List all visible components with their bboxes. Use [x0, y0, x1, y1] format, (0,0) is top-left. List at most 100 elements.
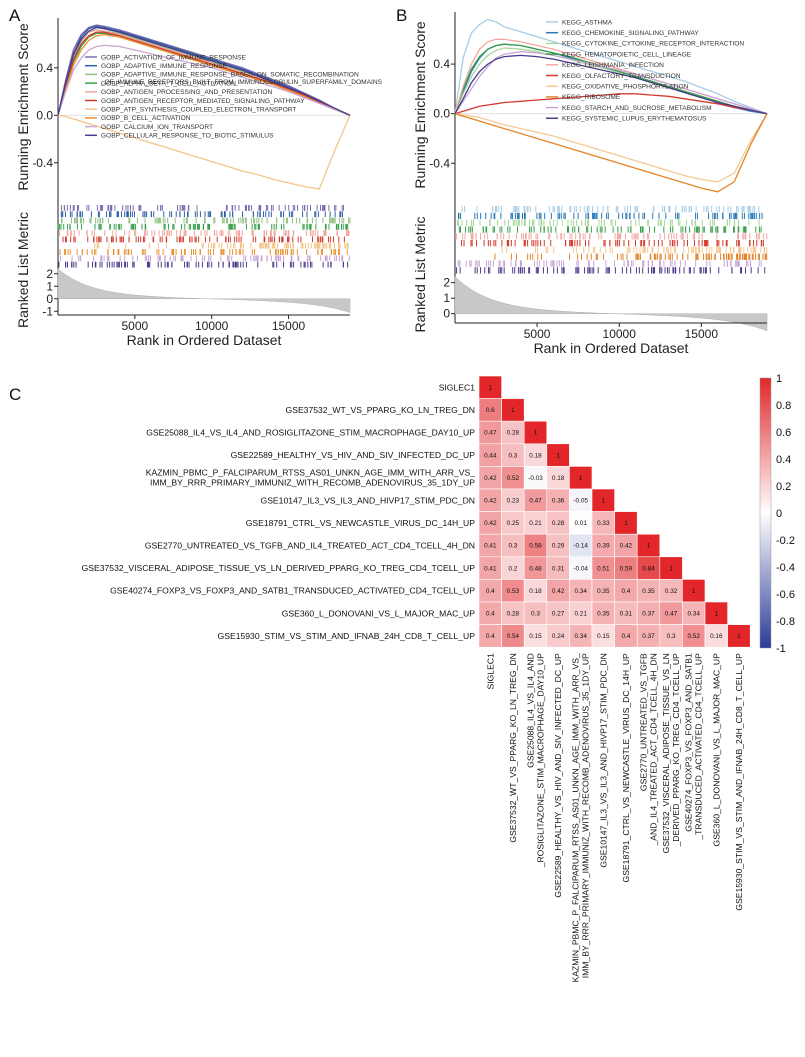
- series-line: [454, 113, 768, 193]
- row-label-line: IMM_BY_RRR_PRIMARY_IMMUNIZ_WITH_RECOMB_A…: [150, 478, 475, 488]
- legend-label: KEGG_CHEMOKINE_SIGNALING_PATHWAY: [562, 30, 699, 37]
- cell-value-label: 0.16: [710, 633, 723, 640]
- hit-rug-row: [501, 246, 768, 254]
- cell-value-label: 0.01: [574, 520, 587, 527]
- x-tick-label: 5000: [524, 327, 551, 341]
- hit-rug-row: [455, 233, 768, 240]
- column-label-line: _DERIVED_PPARG_KO_TREG_CD4_TCELL_UP: [671, 653, 681, 848]
- metric-tick-label: 2: [443, 276, 450, 290]
- hit-rug-row: [458, 226, 762, 233]
- y-tick-label: -0.4: [429, 156, 450, 170]
- column-label: GSE15930_STIM_VS_STIM_AND_IFNAB_24H_CD8_…: [734, 653, 744, 911]
- metric-tick-label: 1: [46, 279, 53, 293]
- x-tick-label: 10000: [603, 327, 637, 341]
- legend-label: KEGG_ASTHMA: [562, 19, 613, 26]
- cell-value-label: -0.14: [573, 543, 588, 550]
- cell-value-label: 0.58: [529, 543, 542, 550]
- column-label: GSE22589_HEALTHY_VS_HIV_AND_SIV_INFECTED…: [553, 653, 563, 898]
- cell-value-label: 1: [715, 611, 719, 618]
- colorbar-tick-label: 0.8: [776, 400, 791, 412]
- column-label-line: GSE37532_WT_VS_PPARG_KO_LN_TREG_DN: [508, 653, 518, 842]
- cell-value-label: 0.47: [529, 498, 542, 505]
- colorbar-tick-label: -0.8: [776, 616, 795, 628]
- column-label-line: _ROSIGLITAZONE_STIM_MACROPHAGE_DAY10_UP: [536, 653, 546, 868]
- cell-value-label: 0.6: [486, 407, 495, 414]
- cell-value-label: 0.27: [552, 611, 565, 618]
- cell-value-label: 0.41: [484, 543, 497, 550]
- cell-value-label: 0.3: [508, 452, 517, 459]
- y-tick-label: 0.0: [433, 107, 450, 121]
- x-axis-title: Rank in Ordered Dataset: [534, 340, 689, 356]
- legend-label: KEGG_RIBOSOME: [562, 94, 621, 101]
- x-tick-label: 15000: [272, 319, 306, 333]
- cell-value-label: 0.18: [529, 588, 542, 595]
- row-label: GSE360_L_DONOVANI_VS_L_MAJOR_MAC_UP: [282, 608, 476, 618]
- cell-value-label: 0.21: [529, 520, 542, 527]
- column-label: GSE37532_VISCERAL_ADIPOSE_TISSUE_VS_LN_D…: [661, 653, 681, 853]
- column-label: GSE360_L_DONOVANI_VS_L_MAJOR_MAC_UP: [711, 653, 721, 847]
- cell-value-label: 0.18: [529, 452, 542, 459]
- cell-value-label: 0.4: [486, 611, 495, 618]
- column-label-line: GSE15930_STIM_VS_STIM_AND_IFNAB_24H_CD8_…: [734, 653, 744, 911]
- cell-value-label: 0.29: [552, 543, 565, 550]
- series-line: [454, 113, 768, 183]
- y-axis-title-metric: Ranked List Metric: [15, 212, 31, 328]
- legend-label: GOBP_ALPHA_BETA_T_CELL_ACTIVATION: [101, 80, 236, 87]
- row-label: GSE40274_FOXP3_VS_FOXP3_AND_SATB1_TRANSD…: [110, 586, 475, 596]
- column-label-line: _AND_IL4_TREATED_ACT_CD4_TCELL_4H_DN: [649, 653, 659, 846]
- cell-value-label: 0.39: [597, 543, 610, 550]
- hit-rug-row: [456, 267, 766, 274]
- cell-value-label: -0.03: [528, 475, 543, 482]
- y-tick-label: -0.4: [32, 156, 53, 170]
- y-tick-label: 0.4: [433, 57, 450, 71]
- hit-rug-row: [60, 217, 351, 224]
- row-label: GSE10147_IL3_VS_IL3_AND_HIVP17_STIM_PDC_…: [261, 495, 475, 505]
- legend-label: KEGG_OLFACTORY_TRANSDUCTION: [562, 73, 681, 80]
- cell-value-label: 0.34: [574, 588, 587, 595]
- hit-rug-row: [458, 212, 763, 220]
- colorbar-tick-label: 1: [776, 373, 782, 385]
- cell-value-label: 1: [602, 498, 606, 505]
- cell-value-label: 0.2: [508, 565, 517, 572]
- legend-label: GOBP_ADAPTIVE_IMMUNE_RESPONSE_BASED_ON_S…: [100, 72, 383, 87]
- row-label: GSE18791_CTRL_VS_NEWCASTLE_VIRUS_DC_14H_…: [246, 518, 476, 528]
- panel-letter-c: C: [9, 385, 21, 404]
- legend-label-line: GOBP_ADAPTIVE_IMMUNE_RESPONSE_BASED_ON_S…: [101, 72, 359, 79]
- cell-value-label: 0.23: [507, 498, 520, 505]
- cell-value-label: 0.33: [597, 520, 610, 527]
- panel-letter-a: A: [9, 6, 21, 25]
- cell-value-label: 0.42: [484, 520, 497, 527]
- legend-label: KEGG_OXIDATIVE_PHOSPHORYLATION: [562, 84, 689, 91]
- legend-label: GOBP_ATP_SYNTHESIS_COUPLED_ELECTRON_TRAN…: [101, 107, 296, 114]
- hit-rug-row: [60, 255, 350, 262]
- cell-value-label: 0.42: [552, 588, 565, 595]
- legend-label: KEGG_LEISHMANIA_INFECTION: [562, 62, 664, 69]
- colorbar-tick-label: -1: [776, 643, 786, 655]
- cell-value-label: 0.21: [574, 611, 587, 618]
- hit-rug-row: [62, 236, 345, 243]
- hit-rug-row: [60, 211, 343, 218]
- column-label: SIGLEC1: [485, 653, 495, 690]
- row-label: GSE37532_WT_VS_PPARG_KO_LN_TREG_DN: [286, 405, 475, 415]
- cell-value-label: 0.35: [642, 588, 655, 595]
- column-label: GSE18791_CTRL_VS_NEWCASTLE_VIRUS_DC_14H_…: [621, 653, 631, 883]
- cell-value-label: 0.34: [574, 633, 587, 640]
- cell-value-label: 0.51: [597, 565, 610, 572]
- cell-value-label: 0.4: [486, 633, 495, 640]
- colorbar-tick-label: 0.4: [776, 454, 791, 466]
- heatmap-cell: [727, 624, 751, 648]
- cell-value-label: 0.59: [620, 565, 633, 572]
- cell-value-label: 0.4: [621, 633, 630, 640]
- row-label-line: KAZMIN_PBMC_P_FALCIPARUM_RTSS_AS01_UNKN_…: [146, 468, 475, 478]
- column-label-line: GSE25088_IL4_VS_IL4_AND: [526, 653, 536, 768]
- legend-label: KEGG_CYTOKINE_CYTOKINE_RECEPTOR_INTERACT…: [562, 41, 744, 48]
- y-axis-title: Running Enrichment Score: [15, 23, 31, 191]
- series-line: [454, 18, 768, 115]
- cell-value-label: 0.3: [531, 611, 540, 618]
- cell-value-label: 0.3: [508, 543, 517, 550]
- metric-tick-label: 0: [443, 307, 450, 321]
- metric-tick-label: 2: [46, 267, 53, 281]
- series-line: [57, 25, 351, 116]
- hit-rug-row: [494, 253, 768, 260]
- cell-value-label: 0.53: [507, 588, 520, 595]
